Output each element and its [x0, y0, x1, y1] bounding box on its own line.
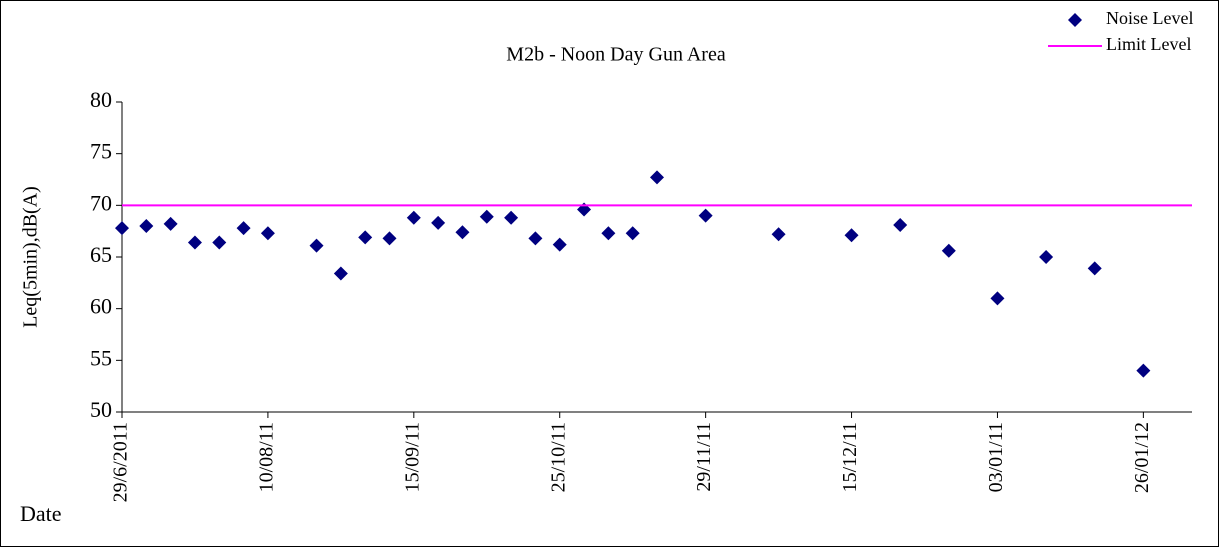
x-tick-label: 10/08/11: [256, 422, 278, 492]
data-point: [309, 238, 324, 253]
data-point: [455, 225, 470, 240]
data-point: [771, 227, 786, 242]
x-tick-label: 15/09/11: [401, 422, 423, 492]
y-tick-label: 60: [90, 294, 112, 319]
legend-marker: [1068, 13, 1082, 27]
y-tick-label: 50: [90, 397, 112, 422]
x-tick-label: 15/12/11: [839, 422, 861, 492]
x-tick-label: 03/01/11: [985, 422, 1007, 492]
data-point: [163, 216, 178, 231]
data-point: [990, 291, 1005, 306]
data-point: [139, 219, 154, 233]
y-tick-label: 80: [90, 87, 112, 112]
data-point: [844, 228, 859, 243]
data-point: [893, 217, 908, 232]
data-point: [260, 226, 275, 241]
data-point: [650, 170, 664, 185]
data-point: [1087, 261, 1102, 276]
data-point: [504, 210, 519, 225]
data-point: [601, 226, 616, 241]
data-point: [358, 230, 373, 245]
y-tick-label: 70: [90, 190, 112, 215]
x-tick-label: 25/10/11: [547, 422, 569, 492]
data-point: [187, 235, 202, 250]
data-point: [431, 215, 446, 230]
chart-title: M2b - Noon Day Gun Area: [506, 44, 726, 66]
data-point: [552, 237, 567, 252]
data-point: [941, 243, 956, 258]
data-point: [333, 266, 348, 281]
data-point: [236, 221, 251, 236]
legend-label: Noise Level: [1106, 8, 1193, 28]
x-axis-label: Date: [20, 501, 62, 526]
x-tick-label: 26/01/12: [1131, 422, 1153, 493]
legend-label: Limit Level: [1106, 34, 1191, 54]
y-tick-label: 65: [90, 242, 112, 267]
data-point: [115, 221, 129, 236]
data-point: [625, 226, 640, 241]
x-tick-label: 29/6/2011: [110, 422, 132, 502]
data-point: [528, 231, 543, 246]
data-point: [382, 231, 397, 246]
data-point: [212, 235, 227, 250]
data-point: [479, 209, 494, 224]
y-tick-label: 75: [90, 139, 112, 164]
y-axis-label: Leq(5min),dB(A): [20, 186, 42, 328]
y-tick-label: 55: [90, 345, 112, 370]
data-point: [1136, 363, 1151, 378]
data-point: [406, 210, 421, 225]
data-point: [1039, 250, 1054, 264]
x-tick-label: 29/11/11: [693, 422, 715, 492]
data-point: [698, 208, 713, 223]
